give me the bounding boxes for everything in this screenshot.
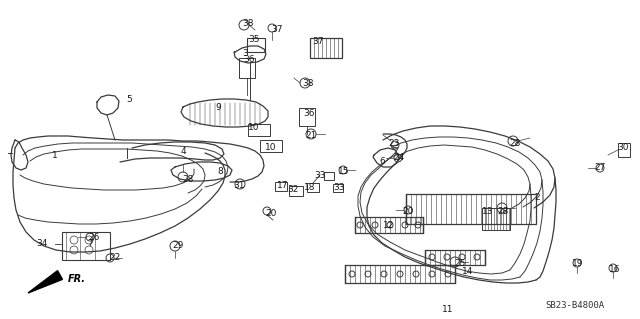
Text: 15: 15 bbox=[339, 167, 349, 176]
Text: 36: 36 bbox=[303, 108, 315, 117]
Text: 29: 29 bbox=[172, 241, 184, 249]
Text: 22: 22 bbox=[109, 254, 120, 263]
Text: 16: 16 bbox=[609, 265, 621, 275]
Text: 26: 26 bbox=[88, 234, 100, 242]
Bar bbox=[248, 124, 270, 136]
Text: 30: 30 bbox=[617, 144, 628, 152]
Bar bbox=[355, 217, 423, 233]
Text: 18: 18 bbox=[304, 183, 316, 192]
Text: 36: 36 bbox=[243, 56, 255, 64]
Text: 35: 35 bbox=[248, 35, 260, 44]
Polygon shape bbox=[28, 271, 63, 293]
Text: 14: 14 bbox=[462, 268, 474, 277]
Text: 7: 7 bbox=[87, 240, 93, 249]
Bar bbox=[289, 186, 303, 196]
Text: 13: 13 bbox=[483, 207, 493, 217]
Text: FR.: FR. bbox=[68, 274, 86, 284]
Bar bbox=[482, 208, 510, 230]
Bar bbox=[310, 38, 342, 58]
Text: 17: 17 bbox=[277, 181, 289, 189]
Text: 33: 33 bbox=[314, 170, 326, 180]
Bar bbox=[618, 143, 630, 157]
Text: 10: 10 bbox=[265, 144, 276, 152]
Text: 38: 38 bbox=[302, 79, 314, 88]
Bar bbox=[247, 38, 265, 52]
Bar bbox=[260, 140, 282, 152]
Text: 11: 11 bbox=[442, 305, 454, 314]
Text: 10: 10 bbox=[248, 123, 260, 132]
Bar bbox=[307, 183, 319, 192]
Bar bbox=[239, 58, 255, 78]
Text: 24: 24 bbox=[394, 152, 404, 161]
Bar bbox=[345, 265, 455, 283]
Bar bbox=[425, 250, 485, 265]
Text: 32: 32 bbox=[287, 186, 299, 195]
Text: 34: 34 bbox=[36, 240, 48, 249]
Text: 37: 37 bbox=[312, 38, 324, 47]
Text: 4: 4 bbox=[180, 147, 186, 157]
Text: 5: 5 bbox=[126, 94, 132, 103]
Text: 23: 23 bbox=[388, 138, 400, 147]
Text: 19: 19 bbox=[572, 258, 584, 268]
Bar bbox=[275, 182, 287, 191]
Bar bbox=[406, 194, 536, 224]
Text: 1: 1 bbox=[52, 151, 58, 160]
Text: 20: 20 bbox=[403, 206, 413, 216]
Text: 21: 21 bbox=[305, 130, 317, 139]
Bar bbox=[324, 172, 334, 180]
Text: 28: 28 bbox=[182, 175, 194, 184]
Bar bbox=[333, 184, 343, 192]
Text: 37: 37 bbox=[271, 26, 283, 34]
Text: 38: 38 bbox=[243, 19, 253, 28]
Text: 27: 27 bbox=[595, 164, 605, 173]
Text: SB23-B4800A: SB23-B4800A bbox=[545, 301, 605, 310]
Bar bbox=[62, 232, 110, 260]
Text: 31: 31 bbox=[233, 181, 244, 189]
Text: 3: 3 bbox=[242, 48, 248, 57]
Text: 6: 6 bbox=[379, 157, 385, 166]
Text: 9: 9 bbox=[215, 103, 221, 113]
Text: 20: 20 bbox=[266, 209, 276, 218]
Text: 28: 28 bbox=[509, 138, 521, 147]
Text: 2: 2 bbox=[534, 194, 540, 203]
Text: 25: 25 bbox=[454, 258, 466, 268]
Text: 12: 12 bbox=[383, 220, 395, 229]
Text: 8: 8 bbox=[217, 167, 223, 176]
Text: 33: 33 bbox=[333, 183, 345, 192]
Bar bbox=[299, 108, 315, 126]
Text: 28: 28 bbox=[497, 206, 509, 216]
